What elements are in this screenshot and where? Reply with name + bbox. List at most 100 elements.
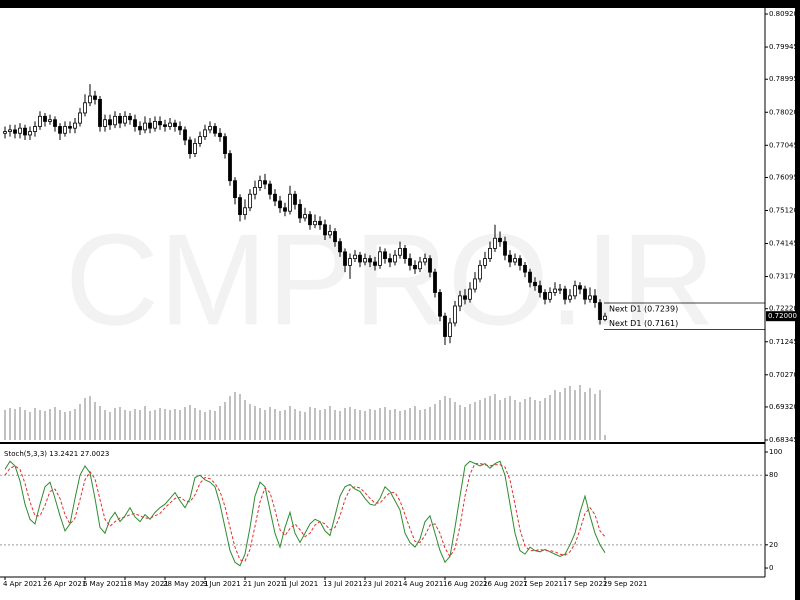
x-tick-label: 21 Jun 2021	[243, 580, 285, 588]
y-tick-label: 0.76095	[769, 173, 798, 181]
stoch-tick-label: 0	[769, 564, 773, 572]
candle-body	[168, 122, 172, 127]
candle-body	[263, 180, 267, 185]
candle-body	[448, 322, 452, 337]
candle-body	[208, 126, 212, 131]
candle-body	[298, 203, 302, 219]
y-tick-label: 0.79945	[769, 43, 798, 51]
candle-body	[423, 258, 427, 263]
candle-body	[53, 119, 57, 127]
candle-body	[603, 315, 607, 320]
candle-body	[113, 115, 117, 126]
candle-body	[368, 258, 372, 263]
candle-body	[538, 285, 542, 293]
candle-body	[233, 180, 237, 199]
level-label: Next D1 (0.7161)	[609, 319, 678, 328]
candle-body	[533, 281, 537, 287]
x-tick-label: 16 Aug 2021	[443, 580, 488, 588]
y-tick-label: 0.74145	[769, 240, 798, 248]
candle-body	[268, 183, 272, 195]
candle-body	[3, 131, 7, 134]
candle-body	[68, 126, 72, 129]
candle-body	[243, 207, 247, 215]
candle-body	[23, 127, 27, 136]
x-tick-label: 1 Jul 2021	[283, 580, 318, 588]
candle-body	[43, 115, 47, 122]
candle-body	[183, 129, 187, 141]
candle-body	[163, 124, 167, 127]
candle-body	[468, 288, 472, 300]
candle-body	[563, 288, 567, 300]
candle-body	[288, 193, 292, 212]
candle-body	[478, 264, 482, 280]
candle-body	[588, 295, 592, 300]
candle-body	[223, 136, 227, 154]
x-tick-label: 29 Sep 2021	[603, 580, 647, 588]
candle-body	[438, 292, 442, 317]
candle-body	[8, 129, 12, 132]
candle-body	[318, 220, 322, 226]
x-tick-label: 26 Aug 2021	[483, 580, 528, 588]
candle-body	[213, 126, 217, 134]
candle-body	[308, 214, 312, 226]
level-label: Next D1 (0.7239)	[609, 304, 678, 313]
candle-body	[323, 224, 327, 236]
price-tag-label: 0.72000	[768, 312, 797, 320]
candle-body	[383, 251, 387, 259]
candle-body	[203, 129, 207, 138]
candle-body	[353, 254, 357, 259]
x-tick-label: 23 Jul 2021	[363, 580, 403, 588]
y-tick-label: 0.73170	[769, 273, 798, 281]
candle-body	[123, 115, 127, 124]
candle-body	[498, 237, 502, 243]
candle-body	[408, 258, 412, 266]
candle-body	[553, 288, 557, 293]
candle-body	[313, 220, 317, 226]
x-tick-label: 6 May 2021	[83, 580, 124, 588]
candle-body	[228, 153, 232, 182]
candle-body	[153, 121, 157, 129]
candle-body	[418, 261, 422, 270]
candle-body	[458, 295, 462, 307]
x-tick-label: 9 Jun 2021	[203, 580, 241, 588]
candle-body	[373, 261, 377, 266]
candle-body	[238, 197, 242, 215]
candle-body	[378, 251, 382, 266]
x-tick-label: 28 May 2021	[163, 580, 209, 588]
candle-body	[518, 258, 522, 266]
y-tick-label: 0.75120	[769, 206, 798, 214]
candle-body	[198, 136, 202, 144]
candle-body	[98, 98, 102, 127]
stoch-line	[4, 460, 606, 567]
candle-body	[13, 129, 17, 134]
candle-body	[398, 248, 402, 256]
candle-body	[33, 126, 37, 132]
chart-background	[0, 8, 795, 600]
candle-body	[333, 231, 337, 243]
candle-body	[453, 305, 457, 324]
candle-body	[548, 292, 552, 300]
y-tick-label: 0.69320	[769, 403, 798, 411]
candle-body	[528, 271, 532, 283]
candle-body	[403, 248, 407, 259]
candle-body	[358, 254, 362, 263]
stoch-tick-label: 80	[769, 471, 778, 479]
candle-body	[328, 231, 332, 236]
candle-body	[58, 126, 62, 134]
candle-body	[443, 315, 447, 337]
candle-body	[293, 193, 297, 205]
candle-body	[413, 264, 417, 270]
candle-body	[428, 258, 432, 273]
candle-body	[28, 131, 32, 136]
candle-body	[133, 119, 137, 127]
candle-body	[543, 292, 547, 300]
candle-body	[143, 122, 147, 131]
y-tick-label: 0.68345	[769, 436, 798, 444]
x-tick-label: 4 Apr 2021	[3, 580, 42, 588]
candle-body	[513, 258, 517, 263]
x-tick-label: 17 Sep 2021	[563, 580, 607, 588]
candle-body	[503, 241, 507, 256]
candle-body	[193, 143, 197, 154]
candle-body	[138, 126, 142, 131]
